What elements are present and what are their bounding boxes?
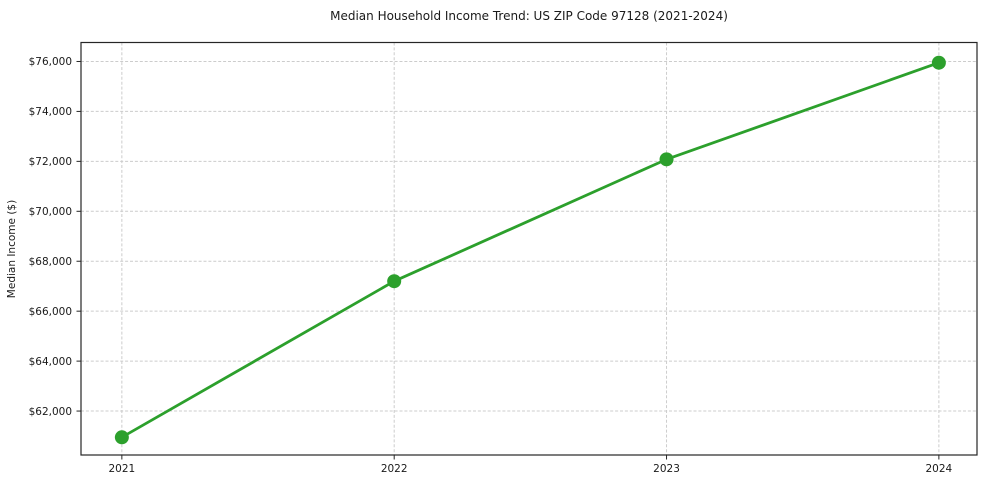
trend-line-series [114, 55, 946, 445]
y-tick-label: $76,000 [29, 56, 72, 68]
x-tick-label: 2022 [381, 463, 408, 475]
y-tick-label: $66,000 [29, 306, 72, 318]
y-tick-label: $68,000 [29, 256, 72, 268]
axis-layer: $62,000 $64,000 $66,000 $68,000 $70,000 $72,0… [29, 41, 978, 475]
data-point-2021 [114, 430, 129, 445]
y-tick-label: $70,000 [29, 206, 72, 218]
x-tick-label: 2021 [108, 463, 135, 475]
x-tick-label: 2024 [926, 463, 953, 475]
y-tick-label: $72,000 [29, 156, 72, 168]
y-tick-label: $74,000 [29, 106, 72, 118]
chart-title: Median Household Income Trend: US ZIP Co… [330, 9, 728, 23]
data-point-2024 [931, 55, 946, 70]
data-point-2023 [659, 152, 674, 167]
y-axis-title: Median Income ($) [6, 200, 18, 298]
trend-line [120, 61, 941, 439]
grid-layer [81, 42, 977, 455]
y-tick-label: $62,000 [29, 406, 72, 418]
x-tick-label: 2023 [653, 463, 680, 475]
data-point-2022 [387, 274, 402, 289]
plot-border [80, 41, 978, 456]
y-tick-label: $64,000 [29, 356, 72, 368]
